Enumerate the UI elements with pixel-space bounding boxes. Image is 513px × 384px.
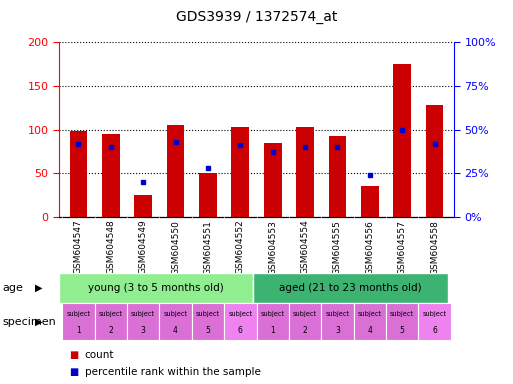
Text: subject: subject (164, 311, 188, 316)
Text: young (3 to 5 months old): young (3 to 5 months old) (88, 283, 224, 293)
Text: subject: subject (390, 311, 415, 316)
Text: GSM604557: GSM604557 (398, 220, 407, 275)
Text: 5: 5 (400, 326, 405, 335)
Text: GSM604548: GSM604548 (106, 220, 115, 275)
Text: GDS3939 / 1372574_at: GDS3939 / 1372574_at (176, 10, 337, 23)
Text: 6: 6 (432, 326, 437, 335)
Bar (361, 186, 379, 217)
Bar (160, 303, 192, 340)
Text: 3: 3 (335, 326, 340, 335)
Text: 1: 1 (76, 326, 81, 335)
Text: 2: 2 (108, 326, 113, 335)
Text: subject: subject (66, 311, 90, 316)
Text: GSM604550: GSM604550 (171, 220, 180, 275)
Text: 4: 4 (367, 326, 372, 335)
Bar (328, 136, 346, 217)
Text: percentile rank within the sample: percentile rank within the sample (85, 367, 261, 377)
Bar (264, 143, 282, 217)
Bar (296, 127, 314, 217)
Bar (102, 134, 120, 217)
Text: 4: 4 (173, 326, 178, 335)
Bar (62, 303, 94, 340)
Text: ■: ■ (69, 367, 78, 377)
Text: specimen: specimen (3, 316, 56, 327)
Bar (289, 303, 321, 340)
Text: subject: subject (358, 311, 382, 316)
Text: subject: subject (228, 311, 252, 316)
Text: aged (21 to 23 months old): aged (21 to 23 months old) (279, 283, 422, 293)
Bar (426, 105, 443, 217)
Text: GSM604554: GSM604554 (301, 220, 309, 275)
Bar (167, 125, 185, 217)
Bar (94, 303, 127, 340)
Bar (70, 131, 87, 217)
Bar (353, 303, 386, 340)
Bar (386, 303, 419, 340)
Text: subject: subject (293, 311, 317, 316)
Bar (231, 127, 249, 217)
Bar (192, 303, 224, 340)
Text: subject: subject (325, 311, 349, 316)
Text: 3: 3 (141, 326, 146, 335)
Text: 6: 6 (238, 326, 243, 335)
Bar (253, 273, 447, 303)
Text: GSM604555: GSM604555 (333, 220, 342, 275)
Text: subject: subject (131, 311, 155, 316)
Text: 2: 2 (303, 326, 307, 335)
Text: GSM604547: GSM604547 (74, 220, 83, 275)
Text: ■: ■ (69, 350, 78, 360)
Text: GSM604558: GSM604558 (430, 220, 439, 275)
Text: 5: 5 (206, 326, 210, 335)
Text: GSM604551: GSM604551 (204, 220, 212, 275)
Text: subject: subject (196, 311, 220, 316)
Text: 1: 1 (270, 326, 275, 335)
Text: age: age (3, 283, 24, 293)
Text: subject: subject (423, 311, 447, 316)
Bar (134, 195, 152, 217)
Bar (127, 303, 160, 340)
Bar (224, 303, 256, 340)
Text: GSM604549: GSM604549 (139, 220, 148, 275)
Text: subject: subject (261, 311, 285, 316)
Bar (419, 303, 451, 340)
Text: GSM604556: GSM604556 (365, 220, 374, 275)
Bar (59, 273, 253, 303)
Bar (256, 303, 289, 340)
Text: count: count (85, 350, 114, 360)
Text: subject: subject (98, 311, 123, 316)
Text: GSM604553: GSM604553 (268, 220, 277, 275)
Text: GSM604552: GSM604552 (236, 220, 245, 275)
Text: ▶: ▶ (35, 316, 42, 327)
Bar (393, 64, 411, 217)
Text: ▶: ▶ (35, 283, 42, 293)
Bar (321, 303, 353, 340)
Bar (199, 173, 217, 217)
